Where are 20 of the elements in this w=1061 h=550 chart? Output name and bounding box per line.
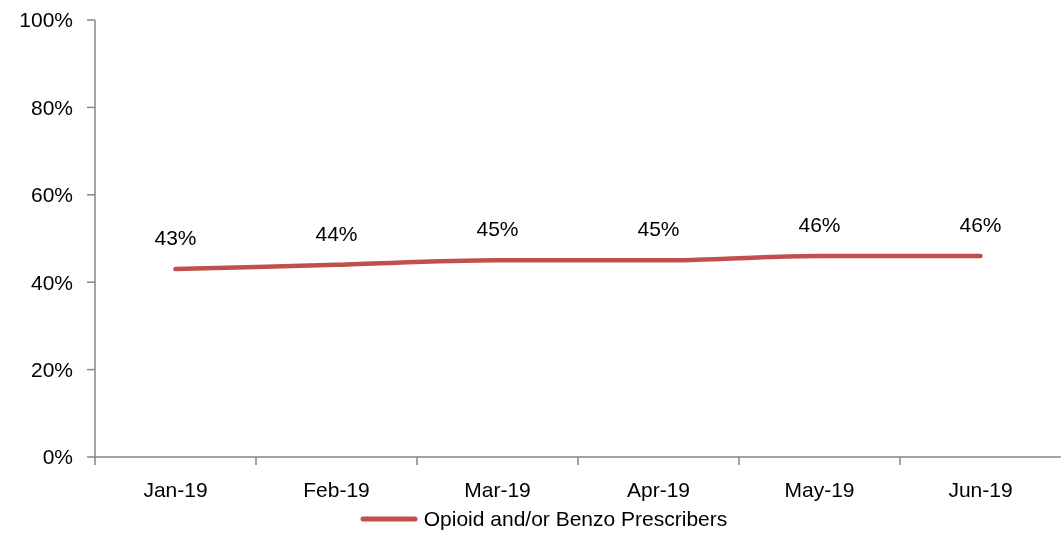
data-label: 44% (315, 221, 358, 245)
data-label: 46% (959, 212, 1002, 236)
x-tick-label: Feb-19 (303, 478, 370, 501)
line-series (173, 253, 983, 272)
x-tick-label: Jan-19 (143, 478, 208, 501)
x-tick-label: May-19 (784, 478, 855, 501)
y-tick-label: 20% (30, 358, 73, 382)
x-tick-label: Apr-19 (626, 478, 691, 501)
x-tick-label: Jun-19 (948, 478, 1013, 501)
y-tick-label: 60% (30, 183, 73, 207)
y-tick-label: 0% (42, 445, 73, 469)
y-tick-label: 100% (19, 8, 73, 32)
data-label: 45% (476, 217, 519, 241)
y-tick-label: 40% (30, 270, 73, 294)
legend-label: Opioid and/or Benzo Prescribers (423, 507, 728, 531)
data-label: 46% (798, 212, 841, 236)
data-label: 43% (154, 226, 197, 250)
x-tick-label: Mar-19 (464, 478, 531, 501)
data-label: 45% (637, 217, 680, 241)
y-tick-label: 80% (30, 95, 73, 119)
